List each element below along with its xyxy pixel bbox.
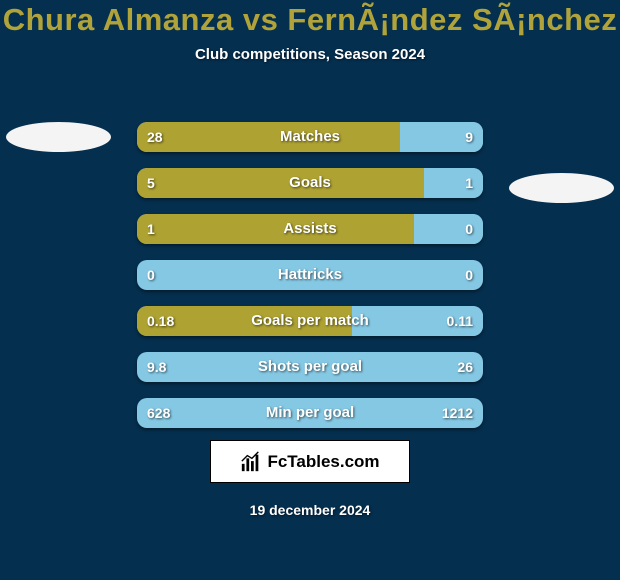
stats-list: 289Matches 51Goals 10Assists 00Hattricks 0.1… bbox=[137, 122, 483, 444]
stat-label: Matches bbox=[137, 122, 483, 152]
stat-row: 9.826Shots per goal bbox=[137, 352, 483, 382]
stat-label: Hattricks bbox=[137, 260, 483, 290]
stat-label: Shots per goal bbox=[137, 352, 483, 382]
stat-row: 289Matches bbox=[137, 122, 483, 152]
brand-box[interactable]: FcTables.com bbox=[210, 440, 410, 483]
player-photo-right bbox=[509, 173, 614, 203]
stat-label: Assists bbox=[137, 214, 483, 244]
stat-label: Goals bbox=[137, 168, 483, 198]
stat-label: Min per goal bbox=[137, 398, 483, 428]
stat-row: 6281212Min per goal bbox=[137, 398, 483, 428]
comparison-card: Chura Almanza vs FernÃ¡ndez SÃ¡nchez Clu… bbox=[0, 0, 620, 580]
page-title: Chura Almanza vs FernÃ¡ndez SÃ¡nchez bbox=[0, 0, 620, 38]
brand-chart-icon bbox=[240, 451, 262, 473]
card-date: 19 december 2024 bbox=[0, 502, 620, 518]
page-subtitle: Club competitions, Season 2024 bbox=[0, 46, 620, 63]
stat-row: 10Assists bbox=[137, 214, 483, 244]
stat-label: Goals per match bbox=[137, 306, 483, 336]
stat-row: 00Hattricks bbox=[137, 260, 483, 290]
stat-row: 51Goals bbox=[137, 168, 483, 198]
player-photo-left bbox=[6, 122, 111, 152]
stat-row: 0.180.11Goals per match bbox=[137, 306, 483, 336]
brand-name: FcTables.com bbox=[267, 452, 379, 472]
